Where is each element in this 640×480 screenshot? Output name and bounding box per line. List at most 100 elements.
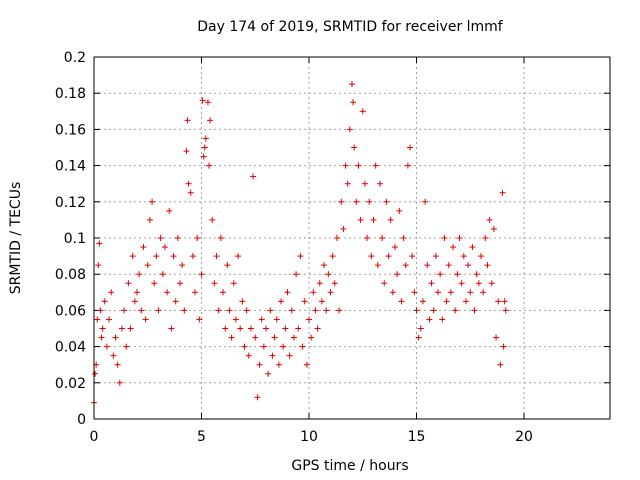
data-point (357, 216, 364, 223)
x-axis-label: GPS time / hours (291, 458, 408, 474)
data-point (333, 235, 340, 241)
data-point (430, 307, 437, 314)
data-point (312, 307, 319, 314)
data-point (338, 198, 345, 205)
data-point (206, 162, 213, 169)
y-axis-label: SRMTID / TECUs (8, 182, 24, 295)
data-point (480, 289, 487, 296)
data-point (202, 135, 209, 142)
data-point (486, 216, 493, 223)
data-point (254, 394, 261, 401)
data-point (501, 298, 508, 305)
data-point (183, 148, 190, 155)
y-tick-label: 0.02 (55, 376, 86, 392)
data-point (185, 180, 192, 187)
data-point (452, 307, 459, 314)
data-point (355, 162, 362, 169)
y-tick-label: 0.14 (55, 159, 86, 175)
data-point (144, 262, 151, 269)
data-point (419, 298, 426, 305)
data-point (336, 307, 343, 314)
data-point (157, 235, 164, 241)
data-point (321, 262, 328, 269)
data-point (432, 253, 439, 260)
data-point (402, 262, 409, 269)
data-point (422, 198, 429, 205)
chart-title: Day 174 of 2019, SRMTID for receiver lmm… (197, 19, 504, 35)
data-point (340, 225, 347, 232)
data-point (142, 316, 149, 323)
data-point (439, 316, 446, 323)
data-point (121, 307, 128, 314)
data-point (327, 289, 334, 296)
data-point (153, 253, 160, 260)
data-point (473, 271, 480, 278)
data-point (424, 262, 431, 269)
data-point (184, 117, 191, 124)
data-point (441, 235, 448, 241)
data-point (458, 280, 465, 287)
data-point (376, 180, 383, 187)
data-point (118, 325, 125, 332)
data-point (235, 253, 242, 260)
data-point (164, 289, 171, 296)
data-point (493, 334, 500, 341)
data-point (462, 298, 469, 305)
data-point (447, 289, 454, 296)
data-point (263, 325, 269, 332)
data-point (435, 289, 441, 296)
data-point (200, 153, 207, 160)
data-point (131, 298, 138, 305)
data-point (103, 343, 110, 350)
data-point (134, 289, 140, 296)
data-point (245, 352, 252, 359)
data-point (359, 108, 366, 115)
data-point (265, 370, 272, 377)
data-point (252, 334, 259, 341)
data-point (407, 144, 414, 151)
data-point (136, 271, 143, 278)
data-point (239, 298, 246, 305)
data-point (247, 325, 254, 332)
data-point (94, 316, 101, 323)
data-point (232, 316, 239, 323)
data-point (396, 207, 403, 214)
data-point (284, 289, 291, 296)
data-point (316, 280, 323, 287)
y-tick-label: 0.1 (64, 231, 86, 247)
data-point (443, 298, 450, 305)
data-point (450, 244, 457, 251)
data-point (213, 253, 220, 260)
data-point (413, 307, 420, 314)
data-point (161, 244, 168, 251)
plot-frame (93, 56, 611, 420)
data-point (331, 280, 338, 287)
data-point (484, 262, 491, 269)
data-point (179, 262, 186, 269)
data-point (278, 298, 285, 305)
data-point (299, 343, 306, 350)
data-point (325, 271, 332, 278)
y-tick-label: 0.04 (55, 340, 86, 356)
data-point (351, 144, 358, 151)
data-point (211, 280, 218, 287)
data-point (342, 162, 349, 169)
data-point (500, 343, 507, 350)
data-point (116, 379, 123, 386)
data-point (495, 298, 502, 305)
data-point (228, 334, 235, 341)
data-point (398, 298, 405, 305)
data-point (129, 253, 136, 260)
data-point (92, 370, 99, 377)
y-tick-label: 0.2 (64, 50, 86, 66)
data-point (286, 352, 293, 359)
data-point (497, 361, 504, 368)
data-point (282, 325, 289, 332)
x-tick-label: 0 (90, 429, 99, 445)
x-tick-label: 5 (197, 429, 206, 445)
data-point (220, 289, 226, 296)
data-point (428, 280, 435, 287)
data-points (91, 81, 509, 406)
data-point (151, 280, 158, 287)
data-point (353, 198, 360, 205)
